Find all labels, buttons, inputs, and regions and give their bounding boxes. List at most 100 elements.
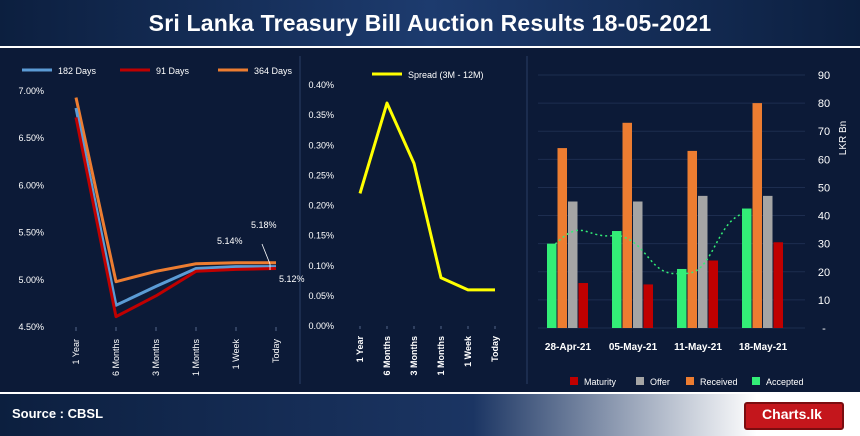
series-lines [74,97,277,319]
x-tick-label: 1 Week [463,335,473,367]
bar-maturity [578,283,588,328]
y-tick-label: 70 [818,126,830,138]
page-title: Sri Lanka Treasury Bill Auction Results … [148,10,712,36]
annotation-91: 5.12% [279,274,305,284]
bar-maturity [773,242,783,328]
x-tick-label: 05-May-21 [609,342,658,353]
y-tick-label: - [822,323,826,335]
trendline [551,211,747,275]
x-tick-label: 1 Year [71,339,81,365]
y-tick-label: 0.00% [308,321,334,331]
y-tick-label: 0.20% [308,201,334,211]
y-axis-ticks: 0.40% 0.35% 0.30% 0.25% 0.20% 0.15% 0.10% 0.05%… [308,80,334,331]
logo-badge [744,402,844,430]
x-tick-label: 1 Year [355,336,365,363]
legend-label-accepted: Accepted [766,377,804,387]
y-tick-label: 6.50% [18,133,44,143]
y-tick-label: 30 [818,239,830,251]
x-tick-label: 11-May-21 [674,342,722,353]
y-tick-label: 60 [818,154,830,166]
legend-label-182: 182 Days [58,66,97,76]
x-grid [75,327,277,331]
y-tick-label: 0.15% [308,231,334,241]
y-axis-title: LKR Bn [838,121,849,155]
bar-received [752,103,762,328]
legend-label-received: Received [700,377,738,387]
annotation-leader [261,243,271,265]
logo-text: Charts.lk [762,406,822,422]
annotation-364: 5.18% [251,220,277,230]
x-tick-label: 1 Week [231,339,241,370]
x-tick-label: 3 Months [151,339,161,377]
footer-banner: Source : CBSL [0,394,860,436]
y-tick-label: 4.50% [18,322,44,332]
legend-label-spread: Spread (3M - 12M) [408,70,484,80]
legend-label-maturity: Maturity [584,377,617,387]
y-tick-label: 5.50% [18,228,44,238]
trendline-accepted [551,211,747,275]
y-tick-label: 5.00% [18,275,44,285]
x-tick-label: 18-May-21 [739,342,788,353]
auction-bar-chart: 90 80 70 60 50 40 30 20 10 - 28-Apr-21 05-May-21 11… [538,70,849,387]
y-tick-label: 20 [818,267,830,279]
y-tick-label: 0.35% [308,110,334,120]
x-tick-label: 6 Months [111,339,121,377]
x-tick-label: 3 Months [409,336,419,376]
series-line-spread [358,101,495,292]
x-axis-labels: 1 Year 6 Months 3 Months 1 Months 1 Week Toda… [71,339,281,377]
y-tick-label: 6.00% [18,180,44,190]
charts-panel: 182 Days 91 Days 364 Days 7.00% 6.50% 6.00… [0,48,860,392]
bar-received [622,122,632,329]
bar-accepted [612,231,622,328]
bar-received [557,148,567,328]
spread-chart: Spread (3M - 12M) 0.40%0.35%0.30%0.25%0.… [308,70,500,376]
source-label: Source : CBSL [12,406,104,421]
x-axis-labels: 28-Apr-21 05-May-21 11-May-21 18-May-21 [545,342,788,353]
header-banner: Sri Lanka Treasury Bill Auction Results … [0,0,860,46]
charts-svg: 182 Days 91 Days 364 Days 7.00% 6.50% 6.00… [18,56,849,387]
legend-swatch-maturity [570,377,578,385]
series-line-91-days [74,117,277,319]
series-lines [358,101,495,292]
legend-label-offer: Offer [650,377,670,387]
legend-swatch-accepted [752,377,760,385]
y-axis-ticks: 7.00% 6.50% 6.00% 5.50% 5.00% 4.50% [18,86,44,332]
bar-maturity [643,284,653,328]
x-tick-label: 1 Months [436,336,446,376]
x-tick-label: Today [271,339,281,364]
bar-offer [698,195,708,328]
bar-offer [763,195,773,328]
x-tick-label: Today [490,336,500,362]
annotation-182: 5.14% [217,236,243,246]
y-tick-label: 90 [818,70,830,82]
legend-swatch-received [686,377,694,385]
y-axis-ticks: 90 80 70 60 50 40 30 20 10 - [818,70,830,335]
y-tick-label: 0.05% [308,291,334,301]
y-tick-label: 0.25% [308,170,334,180]
y-tick-label: 0.30% [308,140,334,150]
bar-accepted [547,243,557,328]
y-tick-label: 40 [818,211,830,223]
bar-maturity [708,260,718,328]
x-axis-labels: 1 Year 6 Months 3 Months 1 Months 1 Week Toda… [355,326,500,376]
series-line-364-days [74,97,276,284]
y-tick-label: 0.10% [308,261,334,271]
bar-offer [568,201,578,328]
y-tick-label: 50 [818,182,830,194]
legend-label-91: 91 Days [156,66,190,76]
x-tick-label: 28-Apr-21 [545,342,592,353]
y-tick-label: 0.40% [308,80,334,90]
series-line-182-days [74,107,276,307]
y-tick-label: 7.00% [18,86,44,96]
y-tick-label: 10 [818,295,830,307]
bar-accepted [677,268,687,328]
yield-curve-chart: 182 Days 91 Days 364 Days 7.00% 6.50% 6.00… [18,66,304,376]
x-tick-label: 6 Months [382,336,392,376]
y-tick-label: 80 [818,98,830,110]
bar-accepted [742,208,752,328]
logo: Charts.lk [734,396,852,430]
bars [547,103,783,329]
bar-offer [633,201,643,328]
bar-received [687,150,697,328]
